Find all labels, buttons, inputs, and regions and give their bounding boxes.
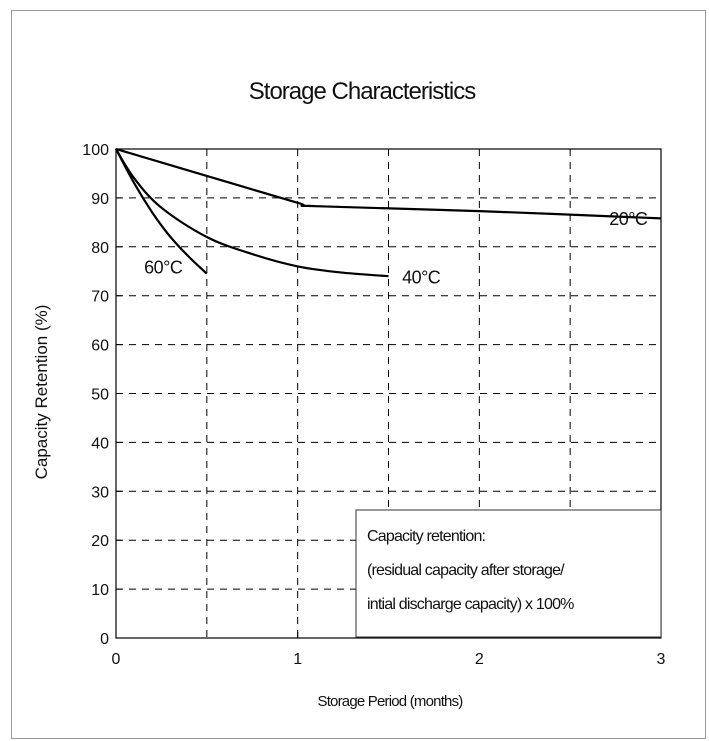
x-tick-label: 1 bbox=[293, 651, 302, 668]
x-tick-label: 2 bbox=[475, 651, 484, 668]
y-tick-label: 30 bbox=[91, 484, 109, 501]
x-tick-label: 0 bbox=[112, 651, 121, 668]
series-label: 40°C bbox=[402, 267, 441, 287]
y-tick-label: 50 bbox=[91, 387, 109, 404]
y-tick-label: 10 bbox=[91, 582, 109, 599]
y-axis-label: Capacity Retention (%) bbox=[32, 305, 51, 480]
annotation-line-2: (residual capacity after storage/ bbox=[367, 562, 565, 579]
y-tick-label: 40 bbox=[91, 435, 109, 452]
axis-ticks: 0 10 20 30 40 50 60 70 80 90 100 0 1 2 3 bbox=[82, 142, 665, 668]
y-tick-label: 90 bbox=[91, 191, 109, 208]
series-labels: 20°C 40°C 60°C bbox=[144, 209, 648, 288]
annotation-box: Capacity retention: (residual capacity a… bbox=[355, 509, 662, 638]
series-label: 20°C bbox=[609, 209, 648, 229]
series-lines bbox=[115, 147, 662, 278]
y-tick-label: 100 bbox=[82, 142, 109, 159]
y-tick-label: 70 bbox=[91, 289, 109, 306]
annotation-line-1: Capacity retention: bbox=[367, 528, 485, 545]
y-tick-label: 60 bbox=[91, 338, 109, 355]
y-tick-label: 80 bbox=[91, 240, 109, 257]
x-axis-label: Storage Period (months) bbox=[317, 693, 463, 710]
annotation-rect bbox=[355, 509, 662, 638]
series-line bbox=[115, 148, 208, 275]
series-line bbox=[115, 147, 662, 220]
series-line bbox=[115, 148, 389, 278]
x-tick-label: 3 bbox=[657, 651, 666, 668]
chart-title: Storage Characteristics bbox=[249, 78, 476, 105]
annotation-line-3: intial discharge capacity) x 100% bbox=[367, 596, 574, 613]
y-tick-label: 0 bbox=[100, 631, 109, 648]
y-tick-label: 20 bbox=[91, 533, 109, 550]
series-label: 60°C bbox=[144, 258, 183, 278]
